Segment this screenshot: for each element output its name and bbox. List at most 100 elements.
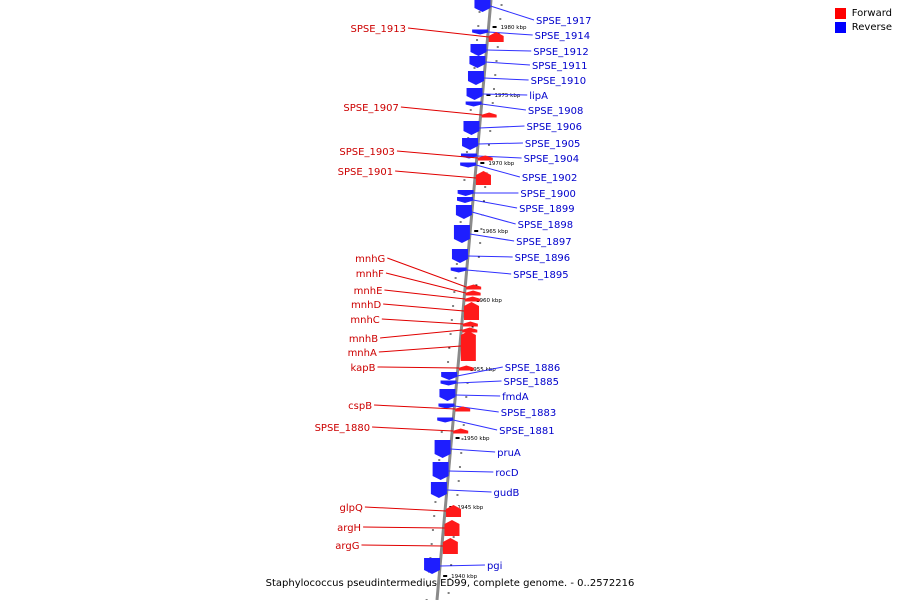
legend-forward-label: Forward [851,8,892,19]
gene-rocd [432,462,449,480]
gene-spse-1886 [441,372,458,380]
gene-spse-1917 [474,0,491,12]
gene-leader-line [385,272,466,294]
gene-leader-line [378,345,461,353]
gene-label-spse-1897: SPSE_1897 [516,237,572,248]
gene-label-prua: pruA [497,448,521,459]
gene-mnhf [465,290,481,296]
gene-label-lipa: lipA [529,91,548,102]
gene-leader-line [457,366,503,377]
gene-leader-line [490,5,535,21]
gene-label-rocd: rocD [495,468,519,479]
gene-leader-line [453,419,498,431]
gene-label-spse-1904: SPSE_1904 [524,154,580,165]
gene-leader-line [486,49,532,52]
gene-spse-1903 [477,155,493,161]
gene-label-spse-1914: SPSE_1914 [535,31,591,42]
kbp-tick-label: 1970 kbp [488,161,514,167]
gene-label-mnhb: mnhB [349,334,378,345]
gene-leader-line [479,125,525,129]
gene-leader-line [446,489,492,493]
forward-swatch [834,8,846,19]
gene-argh [444,520,460,536]
gene-leader-line [471,211,516,225]
gene-leader-line [450,448,496,453]
genome-axis-line [435,0,493,600]
kbp-tick-label: 1955 kbp [470,367,496,373]
gene-label-spse-1907: SPSE_1907 [343,103,399,114]
gene-mnhg [466,284,482,290]
kbp-tick-label: 1965 kbp [482,229,508,235]
gene-label-spse-1898: SPSE_1898 [518,220,574,231]
kbp-tick-label: 1950 kbp [464,436,490,442]
gene-label-glpq: glpQ [340,503,363,514]
gene-label-pgi: pgi [487,561,502,572]
gene-label-spse-1881: SPSE_1881 [499,426,554,437]
legend: Forward Reverse [834,8,892,36]
gene-spse-1906 [463,121,480,135]
gene-leader-line [381,318,463,325]
gene-leader-line [364,506,447,512]
gene-leader-line [407,27,489,38]
gene-leader-line [361,544,443,547]
gene-leader-line [372,426,454,432]
gene-spse-1914 [472,29,489,35]
gene-spse-1883 [438,403,455,409]
gene-gudb [430,482,447,498]
gene-label-mnhc: mnhC [350,315,379,326]
reverse-swatch [834,22,846,33]
gene-label-spse-1899: SPSE_1899 [519,204,575,215]
gene-leader-line [384,289,466,300]
kbp-tick-label: 1940 kbp [451,574,477,580]
gene-label-spse-1886: SPSE_1886 [505,363,561,374]
gene-leader-line [485,61,530,66]
gene-spse-1901 [475,171,491,185]
gene-leader-line [396,150,478,159]
gene-spse-1896 [451,249,468,263]
gene-label-spse-1901: SPSE_1901 [338,167,394,178]
gene-lipa [466,88,483,100]
gene-leader-line [481,103,526,111]
gene-label-mnhg: mnhG [355,254,385,265]
gene-label-mnhd: mnhD [351,300,381,311]
gene-kapb [458,365,474,371]
gene-spse-1885 [440,380,457,386]
gene-mnhd [464,302,480,320]
gene-mnhe [465,296,481,302]
gene-spse-1907 [481,112,497,118]
gene-leader-line [440,564,485,567]
gene-leader-line [395,170,477,179]
gene-leader-line [472,199,518,209]
gene-label-argg: argG [335,541,359,552]
gene-label-spse-1912: SPSE_1912 [533,47,589,58]
gene-spse-1898 [455,205,472,219]
gene-label-mnha: mnhA [348,348,377,359]
gene-leader-line [456,380,502,384]
gene-spse-1905 [462,138,479,150]
gene-leader-line [483,77,529,81]
gene-leader-line [387,257,467,288]
gene-spse-1908 [465,101,482,107]
gene-leader-line [455,394,501,397]
gene-label-spse-1885: SPSE_1885 [504,377,560,388]
gene-prua [434,440,451,458]
gene-leader-line [467,255,513,258]
gene-label-spse-1906: SPSE_1906 [526,122,582,133]
gene-label-gudb: gudB [494,488,520,499]
gene-track: SPSE_1917 SPSE_1914 SPSE_1912 SPSE_1911 SPSE… [315,0,592,574]
gene-label-spse-1880: SPSE_1880 [315,423,371,434]
gene-label-spse-1883: SPSE_1883 [501,408,556,419]
gene-label-spse-1908: SPSE_1908 [528,106,584,117]
gene-spse-1895 [450,267,467,273]
gene-spse-1910 [467,71,484,85]
gene-leader-line [377,366,459,369]
gene-spse-1900 [457,190,474,196]
gene-label-mnhe: mnhE [354,286,383,297]
gene-spse-1880 [453,428,469,434]
kbp-tick-label: 1980 kbp [501,25,527,31]
kbp-tick-label: 1945 kbp [457,505,483,511]
gene-leader-line [380,329,463,339]
gene-spse-1902 [460,162,477,168]
gene-label-spse-1913: SPSE_1913 [351,24,407,35]
